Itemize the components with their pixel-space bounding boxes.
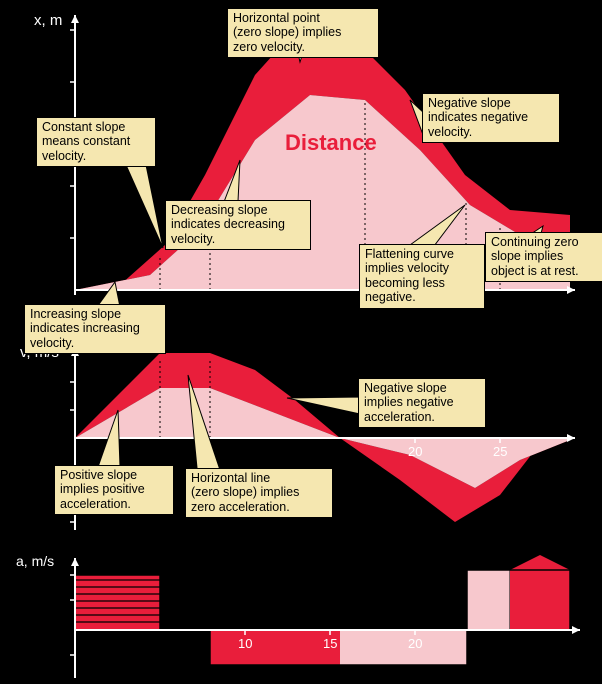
- callout-at-rest: Continuing zeroslope impliesobject is at…: [485, 232, 602, 282]
- bot-xt-20: 20: [408, 636, 422, 651]
- accel-red-below: [210, 630, 340, 665]
- callout-flattening-curve: Flattening curveimplies velocitybecoming…: [359, 244, 485, 309]
- bot-xt-10: 10: [238, 636, 252, 651]
- accel-bar-hatch: [75, 575, 160, 630]
- callout-neg-slope-accel: Negative slopeimplies negativeaccelerati…: [358, 378, 486, 428]
- callout-horizontal-zero-vel: Horizontal point(zero slope) implieszero…: [227, 8, 379, 58]
- mid-xt-20: 20: [408, 444, 422, 459]
- callout-decreasing-slope: Decreasing slopeindicates decreasingvelo…: [165, 200, 311, 250]
- bot-xt-15: 15: [323, 636, 337, 651]
- callout-zero-slope-accel: Horizontal line(zero slope) implieszero …: [185, 468, 333, 518]
- mid-xt-25: 25: [493, 444, 507, 459]
- ylabel-top: x, m: [34, 12, 62, 29]
- ylabel-bot: a, m/s: [16, 553, 54, 569]
- accel-pinkbox: [467, 570, 510, 630]
- callout-pos-slope-accel: Positive slopeimplies positiveaccelerati…: [54, 465, 174, 515]
- callout-negative-slope-vel: Negative slopeindicates negativevelocity…: [422, 93, 560, 143]
- accel-pink-below: [340, 630, 467, 665]
- distance-title: Distance: [285, 130, 377, 156]
- callout-increasing-slope: Increasing slopeindicates increasingvelo…: [24, 304, 166, 354]
- accel-red-above: [510, 555, 570, 630]
- callout-constant-slope: Constant slopemeans constantvelocity.: [36, 117, 156, 167]
